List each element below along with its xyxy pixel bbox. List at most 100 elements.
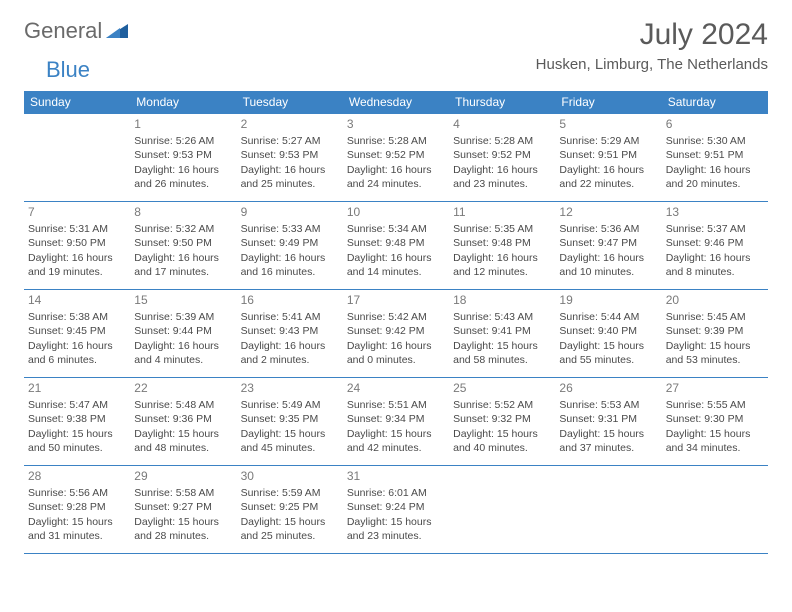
calendar-cell: 19Sunrise: 5:44 AMSunset: 9:40 PMDayligh… [555, 290, 661, 378]
sunrise-text: Sunrise: 5:43 AM [453, 310, 551, 324]
daylight-text: Daylight: 16 hours [241, 251, 339, 265]
sunset-text: Sunset: 9:48 PM [347, 236, 445, 250]
calendar-cell: 24Sunrise: 5:51 AMSunset: 9:34 PMDayligh… [343, 378, 449, 466]
daylight-text: and 6 minutes. [28, 353, 126, 367]
day-number: 18 [453, 292, 551, 308]
calendar-row: 14Sunrise: 5:38 AMSunset: 9:45 PMDayligh… [24, 290, 768, 378]
day-number: 12 [559, 204, 657, 220]
title-block: July 2024 Husken, Limburg, The Netherlan… [536, 18, 768, 73]
sunrise-text: Sunrise: 5:34 AM [347, 222, 445, 236]
day-number: 16 [241, 292, 339, 308]
daylight-text: and 20 minutes. [666, 177, 764, 191]
calendar-cell: 23Sunrise: 5:49 AMSunset: 9:35 PMDayligh… [237, 378, 343, 466]
day-number: 14 [28, 292, 126, 308]
sunrise-text: Sunrise: 5:48 AM [134, 398, 232, 412]
calendar-cell [555, 466, 661, 554]
day-number: 27 [666, 380, 764, 396]
day-number: 20 [666, 292, 764, 308]
calendar-cell: 22Sunrise: 5:48 AMSunset: 9:36 PMDayligh… [130, 378, 236, 466]
weekday-header: Sunday [24, 91, 130, 114]
calendar-cell: 1Sunrise: 5:26 AMSunset: 9:53 PMDaylight… [130, 114, 236, 202]
daylight-text: Daylight: 16 hours [347, 339, 445, 353]
day-number: 9 [241, 204, 339, 220]
daylight-text: and 2 minutes. [241, 353, 339, 367]
sunrise-text: Sunrise: 5:53 AM [559, 398, 657, 412]
daylight-text: and 50 minutes. [28, 441, 126, 455]
daylight-text: and 23 minutes. [347, 529, 445, 543]
sunrise-text: Sunrise: 5:39 AM [134, 310, 232, 324]
calendar-cell: 30Sunrise: 5:59 AMSunset: 9:25 PMDayligh… [237, 466, 343, 554]
sunset-text: Sunset: 9:35 PM [241, 412, 339, 426]
calendar-cell: 26Sunrise: 5:53 AMSunset: 9:31 PMDayligh… [555, 378, 661, 466]
daylight-text: Daylight: 15 hours [28, 427, 126, 441]
daylight-text: Daylight: 16 hours [241, 339, 339, 353]
daylight-text: and 25 minutes. [241, 529, 339, 543]
calendar-cell: 16Sunrise: 5:41 AMSunset: 9:43 PMDayligh… [237, 290, 343, 378]
daylight-text: Daylight: 16 hours [453, 251, 551, 265]
calendar-row: 28Sunrise: 5:56 AMSunset: 9:28 PMDayligh… [24, 466, 768, 554]
day-number: 30 [241, 468, 339, 484]
weekday-header: Monday [130, 91, 236, 114]
logo-word-2: Blue [46, 57, 90, 83]
sunset-text: Sunset: 9:51 PM [559, 148, 657, 162]
sunset-text: Sunset: 9:34 PM [347, 412, 445, 426]
sunset-text: Sunset: 9:48 PM [453, 236, 551, 250]
daylight-text: and 0 minutes. [347, 353, 445, 367]
sunset-text: Sunset: 9:46 PM [666, 236, 764, 250]
sunset-text: Sunset: 9:52 PM [453, 148, 551, 162]
calendar-cell: 29Sunrise: 5:58 AMSunset: 9:27 PMDayligh… [130, 466, 236, 554]
calendar-cell: 9Sunrise: 5:33 AMSunset: 9:49 PMDaylight… [237, 202, 343, 290]
logo-word-1: General [24, 18, 102, 44]
sunset-text: Sunset: 9:47 PM [559, 236, 657, 250]
daylight-text: Daylight: 16 hours [134, 251, 232, 265]
sunset-text: Sunset: 9:52 PM [347, 148, 445, 162]
sunset-text: Sunset: 9:38 PM [28, 412, 126, 426]
sunrise-text: Sunrise: 5:47 AM [28, 398, 126, 412]
sunrise-text: Sunrise: 5:35 AM [453, 222, 551, 236]
sunset-text: Sunset: 9:50 PM [134, 236, 232, 250]
calendar-row: 7Sunrise: 5:31 AMSunset: 9:50 PMDaylight… [24, 202, 768, 290]
day-number: 3 [347, 116, 445, 132]
day-number: 19 [559, 292, 657, 308]
sunrise-text: Sunrise: 5:45 AM [666, 310, 764, 324]
day-number: 28 [28, 468, 126, 484]
calendar-cell: 11Sunrise: 5:35 AMSunset: 9:48 PMDayligh… [449, 202, 555, 290]
calendar-table: Sunday Monday Tuesday Wednesday Thursday… [24, 91, 768, 554]
sunset-text: Sunset: 9:24 PM [347, 500, 445, 514]
sunrise-text: Sunrise: 5:56 AM [28, 486, 126, 500]
sunrise-text: Sunrise: 5:28 AM [347, 134, 445, 148]
day-number: 25 [453, 380, 551, 396]
daylight-text: and 22 minutes. [559, 177, 657, 191]
day-number: 21 [28, 380, 126, 396]
daylight-text: and 25 minutes. [241, 177, 339, 191]
sunset-text: Sunset: 9:41 PM [453, 324, 551, 338]
daylight-text: Daylight: 15 hours [134, 427, 232, 441]
daylight-text: and 48 minutes. [134, 441, 232, 455]
weekday-header: Saturday [662, 91, 768, 114]
daylight-text: and 26 minutes. [134, 177, 232, 191]
day-number: 8 [134, 204, 232, 220]
daylight-text: Daylight: 15 hours [241, 515, 339, 529]
sunrise-text: Sunrise: 5:58 AM [134, 486, 232, 500]
calendar-cell [449, 466, 555, 554]
calendar-cell: 8Sunrise: 5:32 AMSunset: 9:50 PMDaylight… [130, 202, 236, 290]
sunrise-text: Sunrise: 5:33 AM [241, 222, 339, 236]
daylight-text: Daylight: 15 hours [666, 427, 764, 441]
daylight-text: and 42 minutes. [347, 441, 445, 455]
sunrise-text: Sunrise: 5:55 AM [666, 398, 764, 412]
daylight-text: and 17 minutes. [134, 265, 232, 279]
daylight-text: Daylight: 16 hours [559, 251, 657, 265]
daylight-text: and 34 minutes. [666, 441, 764, 455]
day-number: 29 [134, 468, 232, 484]
sunset-text: Sunset: 9:44 PM [134, 324, 232, 338]
daylight-text: and 55 minutes. [559, 353, 657, 367]
weekday-header: Thursday [449, 91, 555, 114]
calendar-cell: 6Sunrise: 5:30 AMSunset: 9:51 PMDaylight… [662, 114, 768, 202]
sunset-text: Sunset: 9:31 PM [559, 412, 657, 426]
daylight-text: and 45 minutes. [241, 441, 339, 455]
sunrise-text: Sunrise: 5:41 AM [241, 310, 339, 324]
calendar-cell: 14Sunrise: 5:38 AMSunset: 9:45 PMDayligh… [24, 290, 130, 378]
calendar-row: 21Sunrise: 5:47 AMSunset: 9:38 PMDayligh… [24, 378, 768, 466]
weekday-header: Tuesday [237, 91, 343, 114]
daylight-text: and 10 minutes. [559, 265, 657, 279]
